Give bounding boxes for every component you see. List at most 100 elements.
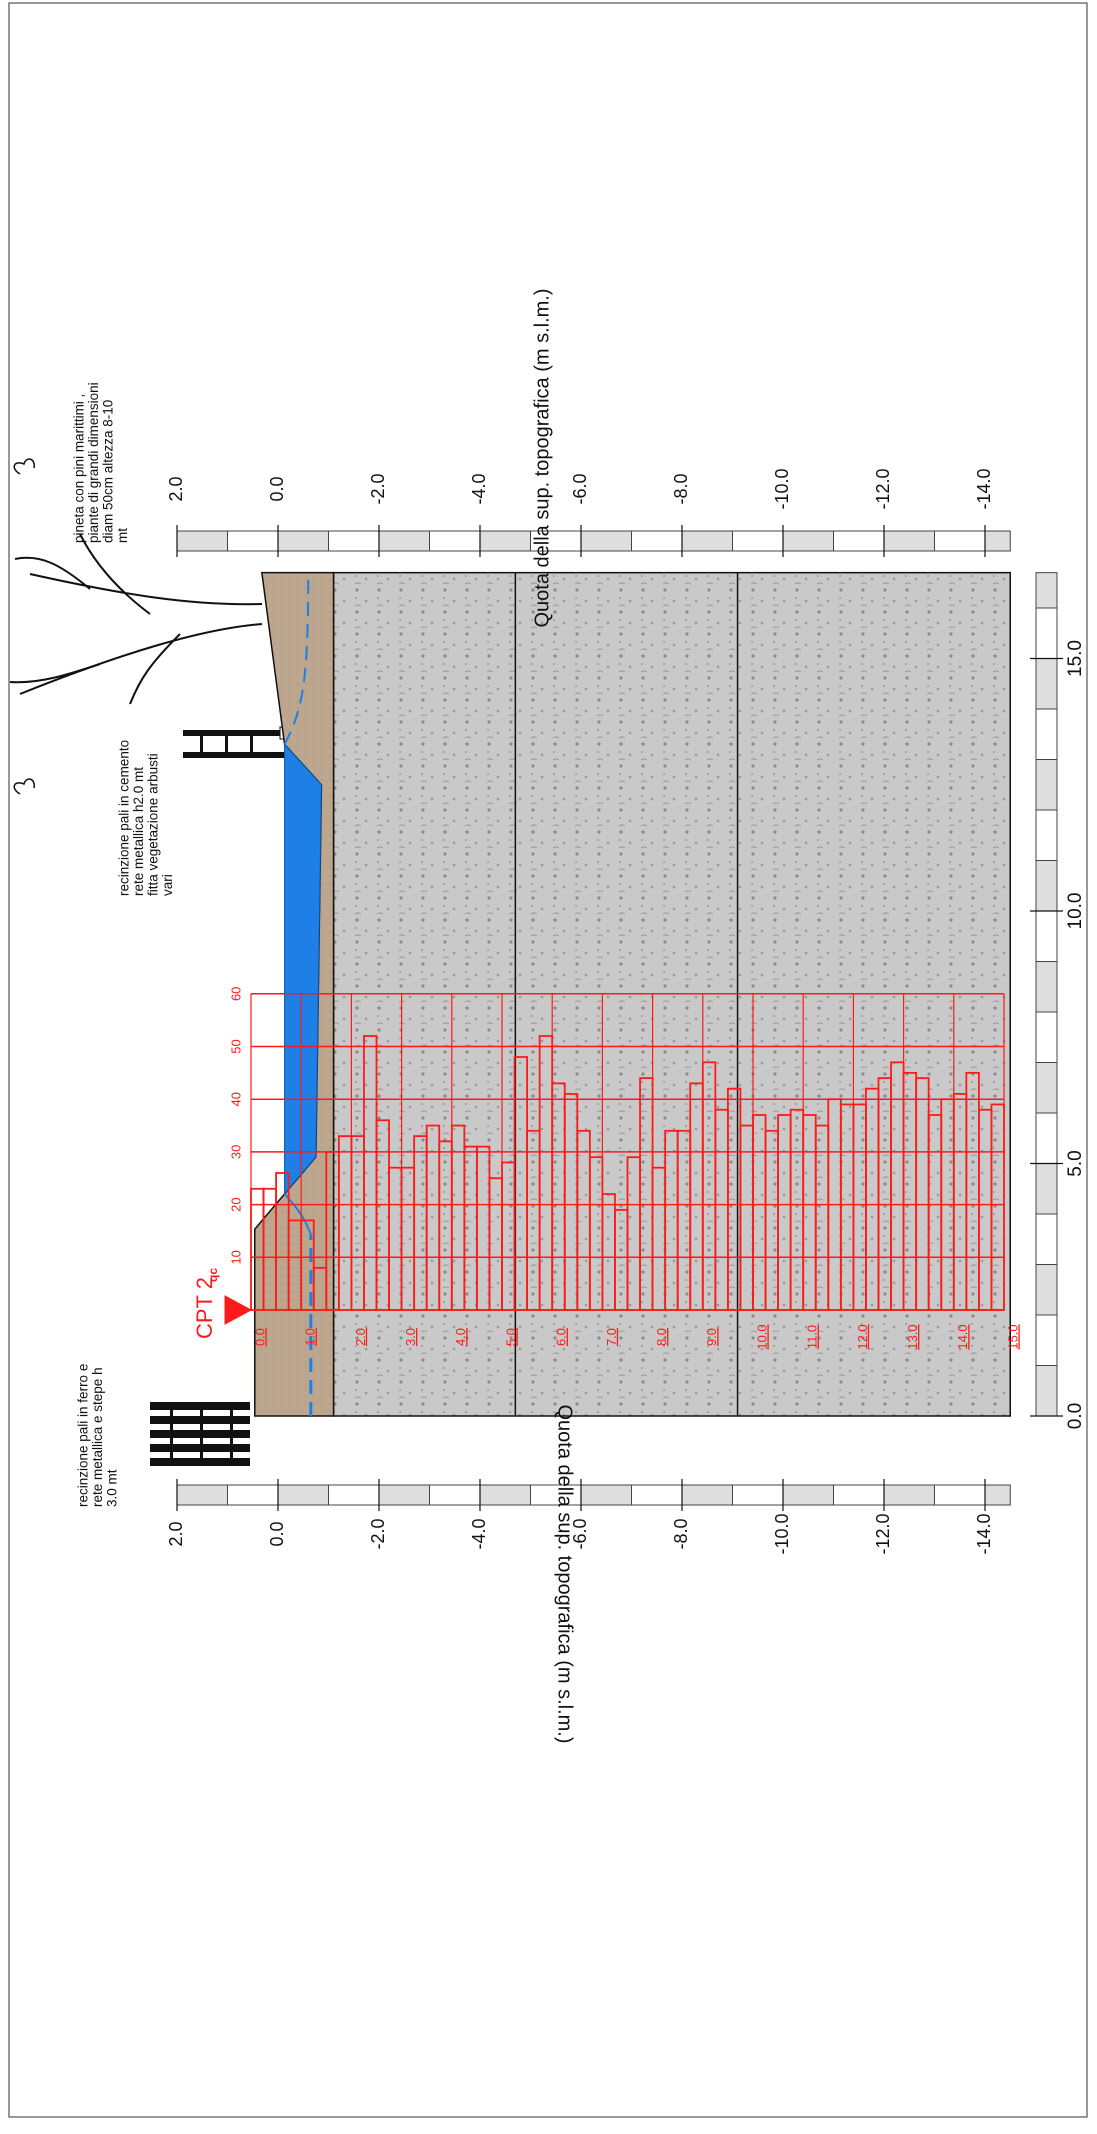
elevation-scale-cell [733, 1485, 784, 1505]
trees [10, 459, 262, 794]
elevation-tick-label: -2.0 [368, 473, 388, 504]
elevation-scale-cell [581, 531, 632, 551]
distance-tick-label: 5.0 [1065, 1150, 1086, 1176]
cpt-name: CPT 2 [192, 1277, 217, 1339]
elevation-tick-label: -10.0 [772, 1513, 792, 1554]
elevation-axis-title: Quota della sup. topografica (m s.l.m.) [531, 288, 553, 627]
drawing: 2.0 0.0 -2.0 -4.0 -6.0 -8.0 -10.0 -12.0 -14.0 2.0… [0, 0, 1097, 2134]
distance-scale-cell [1036, 1164, 1057, 1215]
elevation-scale-cell [379, 531, 430, 551]
elevation-scale-cell [884, 1485, 935, 1505]
distance-scale-cell [1036, 1214, 1057, 1265]
water [285, 744, 322, 1193]
distance-scale-cell [1036, 911, 1057, 962]
elevation-scale-cell [581, 1485, 632, 1505]
depth-tick-label: 4.0 [453, 1328, 468, 1346]
elevation-scale-cell [329, 531, 380, 551]
elevation-scale-cell [783, 531, 834, 551]
depth-tick-label: 14.0 [955, 1324, 970, 1349]
qc-tick-label: 50 [228, 1039, 243, 1053]
distance-scale-cell [1036, 573, 1057, 608]
elevation-scale-cell [632, 531, 683, 551]
depth-tick-label: 7.0 [604, 1328, 619, 1346]
depth-tick-label: 10.0 [754, 1324, 769, 1349]
distance-scale-cell [1036, 760, 1057, 811]
elevation-tick-label: 0.0 [267, 1521, 287, 1546]
elevation-tick-label: 2.0 [166, 476, 186, 501]
distance-scale-cell [1036, 861, 1057, 912]
elevation-scale-cell [935, 531, 986, 551]
elevation-tick-label: -4.0 [469, 473, 489, 504]
depth-tick-label: 11.0 [805, 1325, 820, 1349]
elevation-scale-cell [430, 531, 481, 551]
elevation-scale-cell [884, 531, 935, 551]
distance-scale-cell [1036, 1012, 1057, 1063]
depth-tick-label: 13.0 [905, 1324, 920, 1349]
elevation-tick-label: -2.0 [368, 1518, 388, 1549]
elevation-scale-cell [278, 1485, 329, 1505]
annotation-line: recinzione pali in ferro e [76, 1364, 91, 1507]
depth-tick-label: 0.0 [252, 1328, 267, 1346]
fence-right [183, 727, 292, 758]
depth-tick-label: 15.0 [1005, 1324, 1020, 1349]
distance-tick-label: 15.0 [1065, 640, 1086, 677]
depth-tick-label: 8.0 [654, 1328, 669, 1346]
elevation-tick-label: 0.0 [267, 476, 287, 501]
distance-scale-cell [1036, 1366, 1057, 1417]
elevation-scale-cell [228, 531, 279, 551]
annotation-line: piante di grandi dimensioni [86, 382, 101, 543]
elevation-scale-cell [430, 1485, 481, 1505]
elevation-tick-label: 2.0 [166, 1521, 186, 1546]
elevation-scale-cell [834, 1485, 885, 1505]
annotation-line: rete metallica h2.0 mt [131, 767, 146, 896]
distance-scale-cell [1036, 659, 1057, 710]
elevation-scale-cell [177, 1485, 228, 1505]
distance-tick-label: 0.0 [1065, 1403, 1086, 1429]
elevation-scale-cell [985, 531, 1010, 551]
elevation-scale-cell [278, 531, 329, 551]
elevation-scale-cell [228, 1485, 279, 1505]
elevation-tick-label: -12.0 [873, 1513, 893, 1554]
page: {"elevation_axis":{"title":"Quota della … [0, 0, 1097, 2134]
annotation-line: recinzione pali in cemento [117, 740, 132, 896]
qc-axis-label: qc [206, 1268, 220, 1282]
elevation-tick-label: -14.0 [974, 1513, 994, 1554]
qc-tick-label: 20 [228, 1197, 243, 1211]
elevation-scale-cell [834, 531, 885, 551]
depth-tick-label: 3.0 [403, 1328, 418, 1346]
elevation-scale-cell [379, 1485, 430, 1505]
annotation-line: rete metallica e stepe h [90, 1367, 105, 1507]
annotation-line: pineta con pini marittimi , [72, 394, 87, 543]
elevation-tick-label: -8.0 [671, 473, 691, 504]
elevation-tick-label: -10.0 [772, 468, 792, 509]
depth-tick-label: 1.0 [303, 1328, 318, 1346]
distance-scale-cell [1036, 1315, 1057, 1366]
distance-scale-cell [1036, 962, 1057, 1013]
distance-scale-cell [1036, 1113, 1057, 1164]
elevation-tick-label: -8.0 [671, 1518, 691, 1549]
annotation-line: diam 50cm altezza 8-10 [101, 400, 116, 543]
annotation-line: 3.0 mt [105, 1469, 120, 1507]
elevation-scale-cell [985, 1485, 1010, 1505]
fence-left [150, 1402, 250, 1466]
elevation-scale-cell [682, 531, 733, 551]
annotation-line: vari [160, 874, 175, 896]
qc-tick-label: 10 [228, 1250, 243, 1264]
depth-tick-label: 6.0 [554, 1328, 569, 1346]
elevation-scale-cell [733, 531, 784, 551]
distance-scale-cell [1036, 1063, 1057, 1114]
qc-tick-label: 40 [228, 1092, 243, 1106]
annotation-line: mt [115, 528, 130, 543]
elevation-scale-cell [935, 1485, 986, 1505]
elevation-scale-cell [632, 1485, 683, 1505]
elevation-scale-cell [480, 1485, 531, 1505]
elevation-tick-label: -6.0 [570, 473, 590, 504]
distance-scale-cell [1036, 1265, 1057, 1316]
depth-tick-label: 9.0 [704, 1328, 719, 1346]
elevation-tick-label: -14.0 [974, 468, 994, 509]
distance-scale-cell [1036, 810, 1057, 861]
annotation-line: fitta vegetazione arbusti [146, 753, 161, 896]
elevation-scale-cell [329, 1485, 380, 1505]
elevation-scale-cell [480, 531, 531, 551]
depth-tick-label: 5.0 [503, 1328, 518, 1346]
